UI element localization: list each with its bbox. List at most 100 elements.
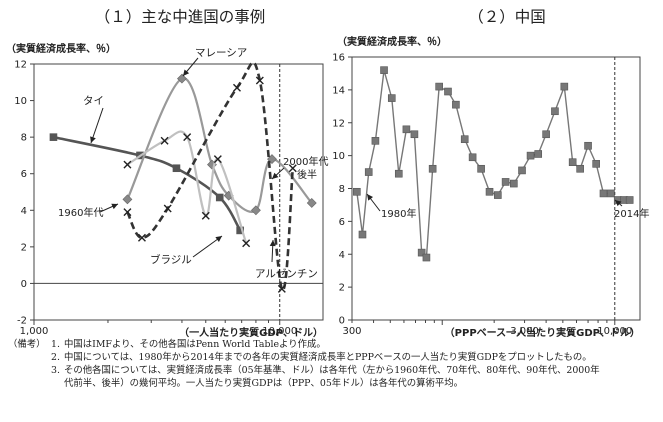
data-point [568, 158, 577, 166]
y-tick-label: 0 [339, 316, 345, 327]
data-point [494, 191, 502, 199]
data-point [122, 194, 133, 205]
data-point [380, 66, 388, 74]
series-1 [353, 66, 634, 262]
note-item-2: 2. 中国については、1980年から2014年までの各年の実質経済成長率とPPP… [8, 351, 658, 364]
y-tick-label: -2 [17, 316, 27, 327]
y-tick-label: 14 [332, 85, 345, 96]
series-label: マレーシア [195, 47, 247, 59]
data-point [387, 94, 396, 102]
figure-canvas: （１）主な中進国の事例 （実質経済成長率、％） （一人当たり実質GDP、ドル） -2 0… [6, 8, 649, 338]
data-point [477, 164, 485, 173]
data-point [364, 168, 373, 176]
data-point [534, 150, 543, 158]
note-item-3: 3. その他各国については、実質経済成長率（05年基準、ドル）は各年代（左から1… [8, 364, 658, 377]
notes-heading: （備考） [8, 339, 46, 350]
annotation-arrowhead [272, 172, 279, 179]
note-text: 中国については、1980年から2014年までの各年の実質経済成長率とPPPベース… [64, 352, 592, 363]
data-point [560, 82, 569, 91]
note-number: 3. [51, 365, 60, 376]
data-point [551, 107, 559, 116]
annotation-text: 2014年 [614, 207, 649, 220]
annotation-arrowhead [111, 203, 118, 210]
y-tick-label: 0 [21, 279, 27, 290]
y-tick-label: 6 [21, 169, 27, 180]
data-point [49, 133, 58, 141]
label-leader [90, 107, 104, 144]
label-arrowhead [269, 240, 276, 247]
data-point [501, 178, 510, 186]
series-3 [123, 130, 251, 248]
y-tick-label: 12 [14, 60, 27, 71]
data-point [123, 160, 132, 169]
series-4 [123, 61, 297, 293]
note-item-1: （備考） 1. 中国はIMFより、その他各国はPenn World Tableよ… [8, 338, 658, 351]
y-tick-label: 4 [339, 250, 345, 261]
y-tick-label: 10 [14, 96, 27, 107]
data-point [468, 153, 477, 162]
series-line [126, 130, 248, 244]
data-point [510, 179, 518, 188]
data-point [123, 208, 132, 217]
data-point [526, 151, 535, 160]
y-tick-label: 8 [339, 184, 345, 195]
notes: （備考） 1. 中国はIMFより、その他各国はPenn World Tableよ… [8, 338, 658, 390]
data-point [592, 160, 600, 168]
x-axis-label: （一人当たり実質GDP、ドル） [179, 326, 323, 338]
annotation-arrowhead [367, 194, 374, 201]
plot-frame [33, 63, 324, 321]
data-point [215, 193, 224, 202]
data-point [599, 189, 608, 198]
data-point [444, 87, 452, 96]
y-tick-label: 2 [21, 242, 27, 253]
label-arrowhead [215, 236, 222, 242]
data-point [137, 233, 146, 242]
data-point [163, 204, 172, 213]
series-label: ブラジル [150, 253, 192, 266]
y-axis-label: （実質経済成長率、％） [6, 42, 116, 55]
data-point [584, 141, 592, 150]
series-line [126, 61, 295, 292]
data-point [177, 73, 187, 84]
data-point [172, 164, 181, 173]
label-arrowhead [183, 69, 190, 76]
annotation-text: 後半 [297, 168, 317, 181]
data-point [485, 187, 494, 196]
data-point [353, 187, 361, 196]
data-point [371, 137, 380, 145]
y-tick-label: 16 [332, 53, 345, 64]
note-number: 2. [51, 352, 60, 363]
note-number: 1. [51, 339, 60, 350]
data-point [402, 125, 411, 134]
annotation-text: 1960年代 [58, 206, 103, 219]
x-tick-label: 300 [342, 326, 361, 337]
data-point [288, 164, 297, 173]
data-point [183, 133, 192, 142]
note-text: 中国はIMFより、その他各国はPenn World Tableより作成。 [64, 339, 326, 350]
series-line [356, 69, 630, 260]
data-point [576, 164, 584, 173]
data-point [394, 169, 403, 178]
data-point [452, 100, 460, 109]
data-point [160, 136, 169, 145]
data-point [417, 248, 426, 257]
y-tick-label: 10 [332, 151, 345, 162]
data-point [607, 189, 615, 198]
data-point [428, 164, 437, 173]
series-label: アルゼンチン [255, 268, 318, 280]
annotation-arrowhead [615, 200, 622, 207]
x-axis-label: （PPPベース一人当たり実質GDP、ドル） [445, 326, 640, 338]
data-point [542, 130, 550, 139]
annotation-text: 1980年 [381, 207, 416, 220]
data-point [410, 130, 419, 139]
data-point [518, 166, 526, 175]
chart-panel-2: （２）中国 （実質経済成長率、％） （PPPベース一人当たり実質GDP、ドル） 0 2 4… [332, 8, 649, 338]
x-tick-label: 3,000 [510, 326, 539, 337]
x-tick-label: 10,000 [597, 326, 632, 337]
data-point [242, 239, 251, 248]
data-point [250, 205, 261, 216]
series-2 [122, 73, 317, 216]
data-point [255, 76, 264, 85]
chart-panel-1: （１）主な中進国の事例 （実質経済成長率、％） （一人当たり実質GDP、ドル） -2 0… [6, 8, 328, 338]
data-point [625, 196, 634, 204]
